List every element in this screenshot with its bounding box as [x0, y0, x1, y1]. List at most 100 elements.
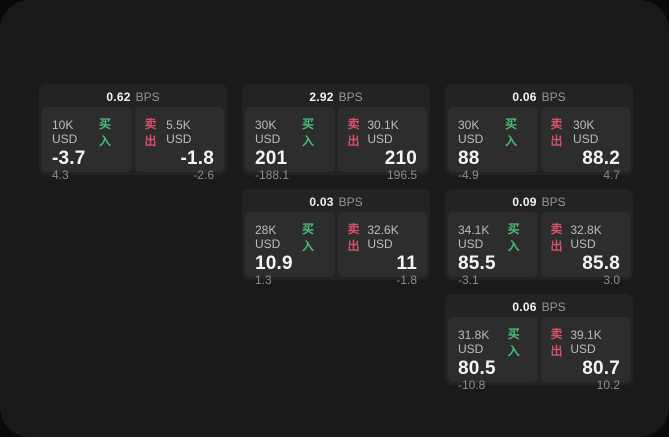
buy-tile[interactable]: 10K USD 买入 -3.7 4.3 [42, 107, 132, 182]
spread-value: 2.92 [309, 90, 334, 104]
buy-tile-top: 30K USD 买入 [458, 115, 528, 149]
quote-tiles: 28K USD 买入 10.9 1.3 卖出 32.6K USD 11 -1.8 [245, 212, 427, 287]
buy-price: -3.7 [52, 148, 86, 169]
sell-tile[interactable]: 卖出 30K USD 88.2 4.7 [540, 107, 630, 182]
sell-tile-top: 卖出 32.6K USD [348, 220, 418, 254]
buy-price: 10.9 [255, 253, 293, 274]
quote-tiles: 30K USD 买入 201 -188.1 卖出 30.1K USD 210 1… [245, 107, 427, 182]
bps-unit-label: BPS [541, 300, 566, 314]
buy-tag: 买入 [301, 222, 314, 253]
buy-tag: 买入 [98, 117, 111, 148]
buy-tile-top: 34.1K USD 买入 [458, 220, 528, 254]
sell-tag: 卖出 [347, 117, 360, 148]
sell-tile[interactable]: 卖出 5.5K USD -1.8 -2.6 [134, 107, 224, 182]
buy-price: 88 [458, 148, 480, 169]
sell-tag: 卖出 [550, 327, 563, 358]
quote-tiles: 31.8K USD 买入 80.5 -10.8 卖出 39.1K USD 80.… [448, 317, 630, 392]
buy-tile[interactable]: 30K USD 买入 88 -4.9 [448, 107, 538, 182]
spread-value: 0.06 [512, 300, 537, 314]
buy-delta: 1.3 [255, 273, 272, 287]
quote-tiles: 34.1K USD 买入 85.5 -3.1 卖出 32.8K USD 85.8… [448, 212, 630, 287]
quote-card: 0.06 BPS 30K USD 买入 88 -4.9 卖出 30K USD 8… [445, 84, 633, 182]
spread-header: 0.09 BPS [448, 192, 630, 212]
buy-delta: -10.8 [458, 378, 486, 392]
spread-value: 0.03 [309, 195, 334, 209]
bps-unit-label: BPS [541, 90, 566, 104]
buy-tile[interactable]: 28K USD 买入 10.9 1.3 [245, 212, 335, 287]
buy-tile-top: 31.8K USD 买入 [458, 325, 528, 359]
buy-delta: -188.1 [255, 168, 290, 182]
bps-unit-label: BPS [541, 195, 566, 209]
buy-tile[interactable]: 30K USD 买入 201 -188.1 [245, 107, 335, 182]
bps-unit-label: BPS [338, 90, 363, 104]
buy-tag: 买入 [507, 327, 520, 358]
spread-header: 0.03 BPS [245, 192, 427, 212]
sell-price: 210 [384, 148, 417, 169]
buy-tile[interactable]: 31.8K USD 买入 80.5 -10.8 [448, 317, 538, 392]
buy-tag: 买入 [504, 117, 517, 148]
spread-header: 0.06 BPS [448, 297, 630, 317]
sell-tile[interactable]: 卖出 32.8K USD 85.8 3.0 [540, 212, 630, 287]
sell-price: 11 [396, 253, 417, 274]
sell-price: -1.8 [180, 148, 214, 169]
sell-tag: 卖出 [550, 222, 563, 253]
sell-delta: 10.2 [596, 378, 620, 392]
buy-tile-top: 30K USD 买入 [255, 115, 325, 149]
spread-header: 0.62 BPS [42, 87, 224, 107]
buy-delta: 4.3 [52, 168, 69, 182]
sell-tag: 卖出 [347, 222, 360, 253]
sell-size-label: 39.1K USD [570, 328, 602, 356]
buy-price: 201 [255, 148, 288, 169]
quote-card: 0.03 BPS 28K USD 买入 10.9 1.3 卖出 32.6K US… [242, 189, 430, 287]
buy-tile-top: 10K USD 买入 [52, 115, 122, 149]
sell-size-label: 30K USD [573, 118, 599, 146]
sell-size-label: 30.1K USD [367, 118, 399, 146]
quote-cards-grid: 0.62 BPS 10K USD 买入 -3.7 4.3 卖出 5.5K USD… [39, 84, 633, 392]
sell-size-label: 32.8K USD [570, 223, 602, 251]
sell-tile-top: 卖出 39.1K USD [551, 325, 621, 359]
buy-size-label: 30K USD [255, 118, 281, 146]
quote-card: 2.92 BPS 30K USD 买入 201 -188.1 卖出 30.1K … [242, 84, 430, 182]
buy-tag: 买入 [301, 117, 314, 148]
buy-price: 85.5 [458, 253, 496, 274]
bps-unit-label: BPS [135, 90, 160, 104]
sell-tile[interactable]: 卖出 39.1K USD 80.7 10.2 [540, 317, 630, 392]
quote-card: 0.06 BPS 31.8K USD 买入 80.5 -10.8 卖出 39.1… [445, 294, 633, 392]
sell-tag: 卖出 [550, 117, 563, 148]
buy-delta: -4.9 [458, 168, 479, 182]
quote-tiles: 30K USD 买入 88 -4.9 卖出 30K USD 88.2 4.7 [448, 107, 630, 182]
sell-tag: 卖出 [144, 117, 157, 148]
buy-price: 80.5 [458, 358, 496, 379]
sell-delta: 4.7 [603, 168, 620, 182]
quote-card: 0.09 BPS 34.1K USD 买入 85.5 -3.1 卖出 32.8K… [445, 189, 633, 287]
buy-tile-top: 28K USD 买入 [255, 220, 325, 254]
spread-header: 2.92 BPS [245, 87, 427, 107]
spread-value: 0.06 [512, 90, 537, 104]
sell-tile-top: 卖出 30K USD [551, 115, 621, 149]
buy-size-label: 34.1K USD [458, 223, 490, 251]
sell-delta: -2.6 [193, 168, 214, 182]
sell-delta: -1.8 [396, 273, 417, 287]
sell-tile-top: 卖出 5.5K USD [145, 115, 215, 149]
sell-tile[interactable]: 卖出 32.6K USD 11 -1.8 [337, 212, 427, 287]
buy-size-label: 28K USD [255, 223, 281, 251]
sell-price: 85.8 [582, 253, 620, 274]
sell-tile-top: 卖出 30.1K USD [348, 115, 418, 149]
buy-tag: 买入 [507, 222, 520, 253]
sell-size-label: 5.5K USD [166, 118, 192, 146]
sell-price: 88.2 [582, 148, 620, 169]
sell-tile-top: 卖出 32.8K USD [551, 220, 621, 254]
buy-size-label: 31.8K USD [458, 328, 490, 356]
sell-delta: 3.0 [603, 273, 620, 287]
spread-value: 0.62 [106, 90, 131, 104]
buy-tile[interactable]: 34.1K USD 买入 85.5 -3.1 [448, 212, 538, 287]
spread-value: 0.09 [512, 195, 537, 209]
quote-tiles: 10K USD 买入 -3.7 4.3 卖出 5.5K USD -1.8 -2.… [42, 107, 224, 182]
sell-price: 80.7 [582, 358, 620, 379]
bps-unit-label: BPS [338, 195, 363, 209]
quote-card: 0.62 BPS 10K USD 买入 -3.7 4.3 卖出 5.5K USD… [39, 84, 227, 182]
sell-size-label: 32.6K USD [367, 223, 399, 251]
sell-tile[interactable]: 卖出 30.1K USD 210 196.5 [337, 107, 427, 182]
spread-header: 0.06 BPS [448, 87, 630, 107]
sell-delta: 196.5 [386, 168, 417, 182]
